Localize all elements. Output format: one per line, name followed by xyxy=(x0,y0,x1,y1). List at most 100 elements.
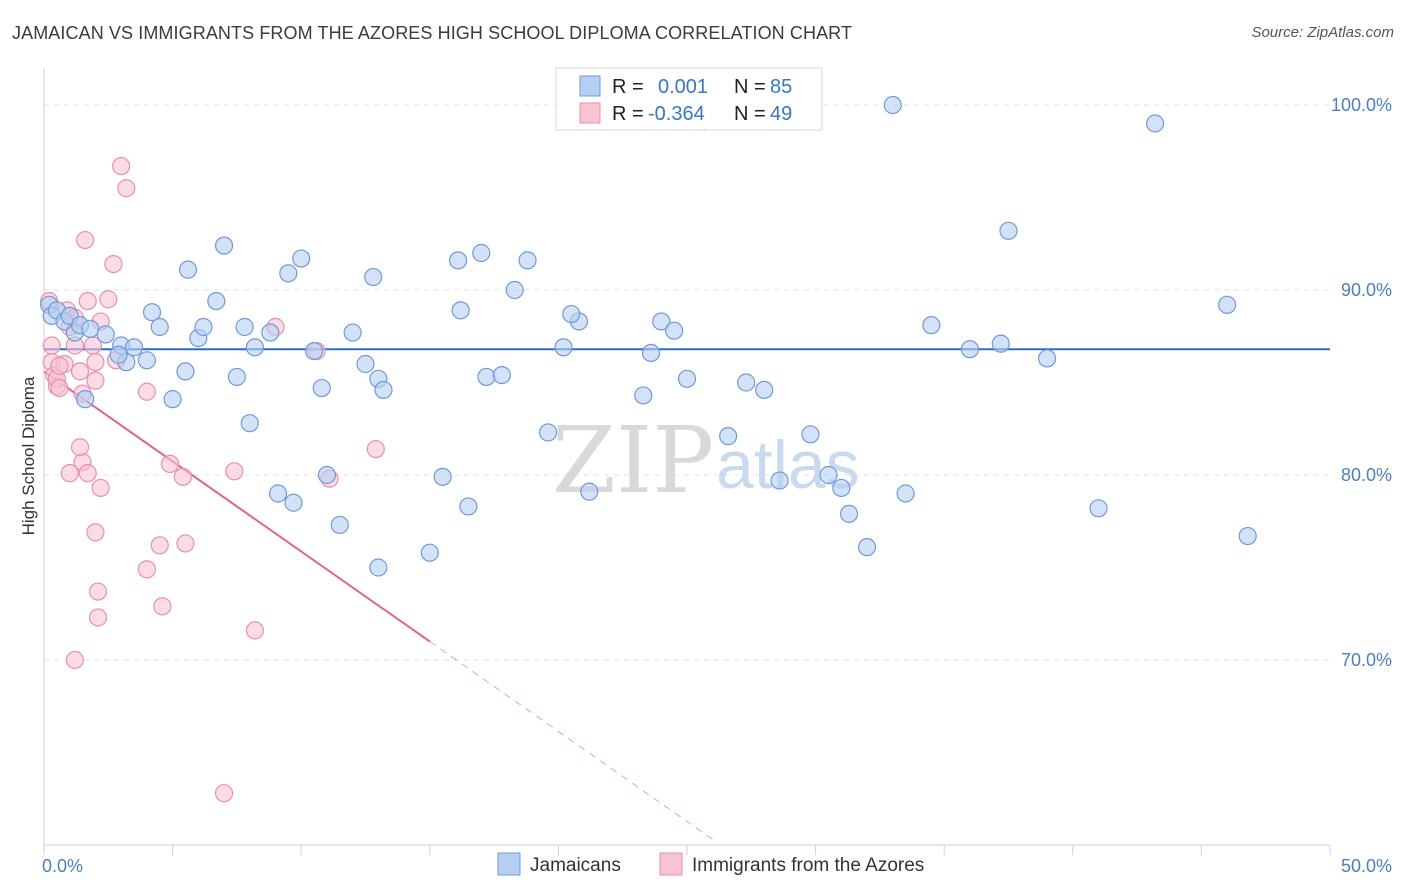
azores-point-32 xyxy=(160,454,180,473)
legend-r-value-pink: -0.364 xyxy=(648,103,705,125)
jamaican-point-7 xyxy=(81,319,100,338)
jamaican-point-84 xyxy=(883,95,902,115)
jamaican-point-45 xyxy=(451,301,470,320)
legend-r-label-blue: R = xyxy=(612,76,644,98)
azores-point-37 xyxy=(137,560,156,579)
x-tick-label-max: 50.0% xyxy=(1341,856,1392,876)
azores-points xyxy=(40,156,385,803)
jamaican-point-30 xyxy=(268,484,288,503)
jamaican-point-24 xyxy=(227,367,246,387)
series-legend: Jamaicans Immigrants from the Azores xyxy=(497,852,924,876)
jamaican-point-71 xyxy=(922,316,941,335)
jamaican-point-16 xyxy=(150,317,169,337)
jamaican-point-19 xyxy=(176,362,195,381)
jamaican-point-26 xyxy=(245,338,265,357)
jamaican-point-41 xyxy=(369,558,388,577)
jamaican-point-67 xyxy=(832,478,851,498)
azores-point-30 xyxy=(70,438,90,457)
jamaican-point-21 xyxy=(194,317,213,337)
azores-point-23 xyxy=(117,179,136,198)
jamaican-point-73 xyxy=(991,334,1010,353)
azores-point-45 xyxy=(366,440,385,459)
azores-point-12 xyxy=(70,362,90,381)
azores-point-6 xyxy=(50,378,69,398)
jamaican-points xyxy=(40,95,1257,577)
jamaican-point-56 xyxy=(634,386,653,405)
x-axis-ticks xyxy=(43,845,1331,855)
legend-n-label-pink: N = xyxy=(734,103,766,125)
jamaican-point-46 xyxy=(459,497,478,516)
legend-n-value-blue: 85 xyxy=(770,76,792,98)
jamaican-point-59 xyxy=(665,321,684,340)
azores-point-27 xyxy=(91,478,110,498)
jamaican-point-69 xyxy=(857,538,877,557)
y-tick-label-2: 90.0% xyxy=(1341,280,1392,300)
azores-point-22 xyxy=(112,156,131,176)
jamaican-point-52 xyxy=(539,423,558,442)
jamaican-point-36 xyxy=(330,515,349,535)
y-axis-tick-labels: 70.0% 80.0% 90.0% 100.0% xyxy=(1331,95,1392,670)
azores-point-41 xyxy=(225,462,244,481)
jamaican-point-76 xyxy=(1089,499,1108,518)
jamaican-point-50 xyxy=(505,280,524,300)
chart-title: JAMAICAN VS IMMIGRANTS FROM THE AZORES H… xyxy=(12,23,853,43)
jamaican-point-58 xyxy=(652,312,671,331)
jamaican-point-29 xyxy=(279,264,298,283)
jamaican-point-23 xyxy=(214,236,234,255)
azores-point-33 xyxy=(176,534,195,553)
azores-trend-extension xyxy=(429,641,714,840)
jamaican-point-79 xyxy=(1238,526,1257,546)
y-axis-label: High School Diploma xyxy=(19,376,38,535)
jamaican-point-11 xyxy=(124,338,144,357)
series-swatch-jamaicans xyxy=(497,852,521,876)
jamaican-point-32 xyxy=(292,249,311,268)
azores-point-35 xyxy=(88,582,108,601)
x-tick-label-min: 0.0% xyxy=(42,856,83,876)
azores-point-29 xyxy=(60,464,79,483)
series-swatch-azores xyxy=(659,852,683,876)
legend-r-value-blue: 0.001 xyxy=(658,76,708,98)
jamaican-point-25 xyxy=(235,317,254,337)
jamaican-point-15 xyxy=(109,345,128,364)
jamaican-point-57 xyxy=(641,343,661,362)
watermark: ZIP atlas xyxy=(552,407,860,514)
azores-point-15 xyxy=(78,292,97,311)
y-tick-label-3: 100.0% xyxy=(1331,95,1392,115)
azores-point-40 xyxy=(173,467,192,486)
jamaican-point-34 xyxy=(312,378,331,398)
jamaican-point-64 xyxy=(770,471,789,490)
jamaican-point-47 xyxy=(472,243,491,263)
legend-n-value-pink: 49 xyxy=(770,103,792,125)
azores-point-14 xyxy=(76,230,95,250)
jamaican-point-17 xyxy=(163,390,182,409)
jamaican-point-22 xyxy=(207,292,226,311)
jamaican-point-48 xyxy=(477,367,496,387)
legend-r-label-pink: R = xyxy=(612,103,644,125)
jamaican-point-27 xyxy=(240,414,259,433)
jamaican-point-31 xyxy=(284,493,303,512)
jamaican-point-44 xyxy=(448,251,468,270)
azores-point-1 xyxy=(42,336,61,355)
azores-point-18 xyxy=(86,371,105,390)
jamaican-point-35 xyxy=(317,465,337,485)
azores-point-24 xyxy=(104,255,123,274)
azores-point-42 xyxy=(245,621,265,640)
jamaican-point-43 xyxy=(433,467,452,486)
azores-point-17 xyxy=(86,353,105,372)
azores-point-20 xyxy=(99,290,118,309)
jamaican-point-12 xyxy=(142,303,162,322)
legend-swatch-blue xyxy=(579,75,601,97)
legend-swatch-pink xyxy=(579,102,601,124)
jamaican-point-28 xyxy=(261,323,280,342)
azores-point-43 xyxy=(214,784,234,803)
jamaican-point-77 xyxy=(1146,114,1165,133)
azores-point-39 xyxy=(65,650,84,670)
jamaican-point-51 xyxy=(518,251,537,270)
jamaican-point-40 xyxy=(374,380,393,399)
jamaican-point-80 xyxy=(364,267,383,287)
y-tick-label-1: 80.0% xyxy=(1341,465,1392,485)
jamaican-point-66 xyxy=(819,465,838,485)
azores-point-31 xyxy=(137,382,156,401)
jamaican-point-81 xyxy=(562,304,581,324)
